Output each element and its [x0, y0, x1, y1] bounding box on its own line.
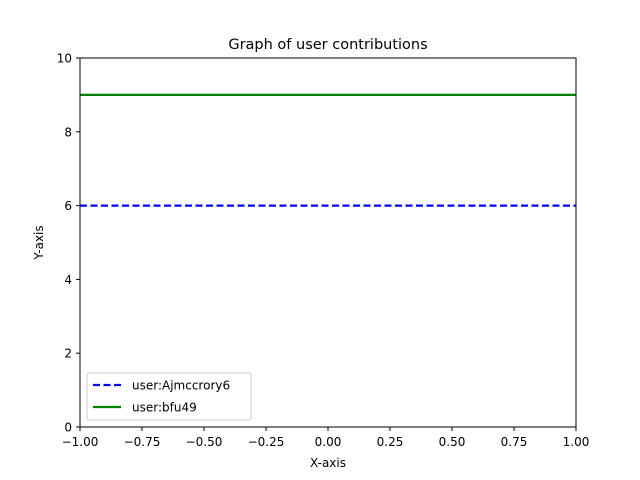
y-axis-label: Y-axis: [32, 225, 46, 260]
series-layer: [80, 93, 576, 207]
y-tick-label: 6: [64, 199, 72, 213]
x-tick-label: −1.00: [62, 435, 99, 449]
x-tick-label: 0.25: [377, 435, 404, 449]
legend: user:Ajmccrory6 user:bfu49: [86, 372, 252, 421]
y-tick-label: 0: [64, 421, 72, 435]
legend-label-0: user:Ajmccrory6: [132, 379, 230, 393]
chart-title: Graph of user contributions: [228, 37, 427, 53]
x-tick-label: −0.25: [248, 435, 285, 449]
y-tick-label: 4: [64, 273, 72, 287]
legend-label-1: user:bfu49: [132, 401, 197, 415]
x-tick-label: 1.00: [563, 435, 590, 449]
x-axis-label: X-axis: [310, 456, 346, 470]
x-tick-label: 0.00: [315, 435, 342, 449]
y-tick-label: 10: [57, 52, 72, 66]
x-ticks: −1.00 −0.75 −0.50 −0.25 0.00 0.25 0.50 0.75 1.00: [62, 427, 590, 449]
y-tick-label: 2: [64, 347, 72, 361]
x-tick-label: −0.50: [186, 435, 223, 449]
x-tick-label: 0.75: [501, 435, 528, 449]
y-ticks: 0 2 4 6 8 10: [57, 52, 80, 435]
x-tick-label: 0.50: [439, 435, 466, 449]
legend-box: [86, 372, 252, 421]
x-tick-label: −0.75: [124, 435, 161, 449]
y-tick-label: 8: [64, 125, 72, 139]
plot-area: [80, 58, 576, 427]
